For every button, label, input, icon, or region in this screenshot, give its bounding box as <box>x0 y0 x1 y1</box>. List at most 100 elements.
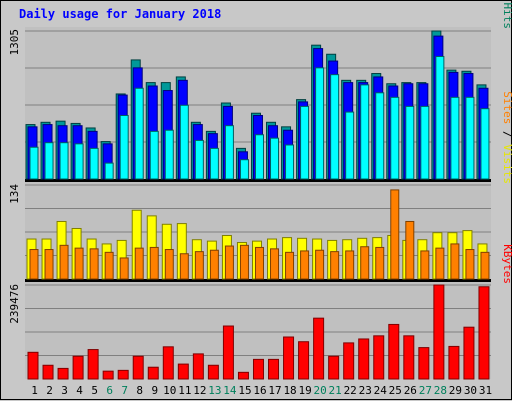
bar-pages-day-15 <box>239 159 249 180</box>
legend-label: Sites / Visits <box>501 91 512 184</box>
bar-pages-day-7 <box>119 114 129 180</box>
bar-kbytes-day-25 <box>388 323 400 380</box>
bar-sites-day-24 <box>375 246 385 280</box>
bar-kbytes-day-18 <box>283 336 295 380</box>
bar-pages-day-28 <box>435 56 445 180</box>
bar-pages-day-31 <box>480 108 490 180</box>
bar-pages-day-22 <box>345 111 355 180</box>
bar-pages-day-14 <box>224 125 234 180</box>
bar-pages-day-8 <box>134 87 144 180</box>
bar-sites-day-3 <box>59 244 69 280</box>
y-max-label: 134 <box>8 184 21 204</box>
bar-sites-day-26 <box>405 220 415 280</box>
bar-sites-day-8 <box>134 247 144 280</box>
bar-kbytes-day-3 <box>57 367 69 380</box>
legend-label: Pages / Files / Hits <box>501 1 512 29</box>
x-tick-label: 27 <box>419 384 432 397</box>
bar-kbytes-day-9 <box>147 366 159 380</box>
x-tick-label: 14 <box>223 384 237 397</box>
bar-kbytes-day-31 <box>478 286 490 380</box>
x-tick-label: 13 <box>208 384 221 397</box>
bar-pages-day-29 <box>450 96 460 180</box>
bar-kbytes-day-26 <box>403 335 415 380</box>
bar-pages-day-3 <box>59 142 69 180</box>
bar-pages-day-25 <box>390 96 400 180</box>
bar-pages-day-4 <box>74 143 84 180</box>
x-tick-label: 23 <box>359 384 372 397</box>
bar-sites-day-19 <box>300 250 310 280</box>
bar-kbytes-day-17 <box>268 358 280 380</box>
bar-kbytes-day-23 <box>358 338 370 380</box>
bar-sites-day-16 <box>254 246 264 280</box>
x-tick-label: 26 <box>404 384 417 397</box>
bar-sites-day-23 <box>360 246 370 280</box>
bar-pages-day-9 <box>149 130 159 180</box>
bar-pages-day-2 <box>44 142 54 180</box>
x-tick-label: 9 <box>151 384 158 397</box>
bar-kbytes-day-5 <box>87 349 99 380</box>
bar-sites-day-17 <box>270 248 280 280</box>
x-tick-label: 10 <box>163 384 176 397</box>
bar-sites-day-9 <box>149 246 159 280</box>
bar-sites-day-2 <box>44 249 54 280</box>
bar-pages-day-20 <box>315 67 325 180</box>
bar-sites-day-10 <box>164 249 174 280</box>
bar-pages-day-18 <box>285 144 295 180</box>
bar-kbytes-day-27 <box>418 347 430 380</box>
bar-sites-day-5 <box>89 248 99 280</box>
bar-pages-day-11 <box>179 104 189 180</box>
panel-divider <box>25 279 491 282</box>
x-tick-label: 1 <box>31 384 38 397</box>
x-tick-label: 18 <box>283 384 296 397</box>
bar-kbytes-day-4 <box>72 355 84 380</box>
bar-sites-day-18 <box>285 251 295 280</box>
bar-pages-day-5 <box>89 147 99 180</box>
x-tick-label: 31 <box>479 384 492 397</box>
x-tick-label: 7 <box>121 384 128 397</box>
x-tick-label: 17 <box>268 384 281 397</box>
x-tick-label: 3 <box>61 384 68 397</box>
bar-sites-day-1 <box>29 249 39 280</box>
bar-kbytes-day-7 <box>117 369 129 380</box>
bar-kbytes-day-1 <box>27 351 39 380</box>
legend-item: Visits <box>501 144 512 184</box>
bar-kbytes-day-2 <box>42 364 54 380</box>
bar-pages-day-13 <box>209 147 219 180</box>
bar-kbytes-day-6 <box>102 370 114 380</box>
bar-kbytes-day-11 <box>177 363 189 380</box>
x-tick-label: 11 <box>178 384 191 397</box>
bar-sites-day-21 <box>330 251 340 280</box>
bar-sites-day-11 <box>179 253 189 280</box>
legend-item: Hits <box>501 3 512 30</box>
bar-kbytes-day-20 <box>313 317 325 380</box>
bar-kbytes-day-14 <box>222 325 234 380</box>
x-tick-label: 22 <box>344 384 357 397</box>
bar-sites-day-13 <box>209 249 219 280</box>
x-tick-label: 4 <box>76 384 83 397</box>
bar-sites-day-30 <box>465 249 475 280</box>
bar-pages-day-16 <box>254 134 264 180</box>
bar-pages-day-1 <box>29 146 39 180</box>
bar-pages-day-6 <box>104 162 114 180</box>
x-tick-label: 16 <box>253 384 266 397</box>
bar-kbytes-day-15 <box>237 371 249 380</box>
bar-sites-day-7 <box>119 257 129 280</box>
bar-sites-day-12 <box>194 251 204 280</box>
legend-item: KBytes <box>501 244 512 284</box>
panel-divider <box>25 179 491 182</box>
bar-kbytes-day-30 <box>463 326 475 380</box>
bar-kbytes-day-29 <box>448 345 460 380</box>
legend-item: Sites <box>501 91 512 124</box>
x-tick-label: 24 <box>374 384 388 397</box>
bar-pages-day-12 <box>194 139 204 180</box>
bar-kbytes-day-10 <box>162 346 174 380</box>
bar-pages-day-17 <box>270 137 280 180</box>
legend-label: KBytes <box>501 244 512 284</box>
bar-kbytes-day-24 <box>373 335 385 380</box>
x-tick-label: 20 <box>314 384 327 397</box>
bar-sites-day-4 <box>74 247 84 280</box>
bar-pages-day-10 <box>164 129 174 180</box>
bar-sites-day-25 <box>390 189 400 280</box>
bar-kbytes-day-16 <box>252 358 264 380</box>
